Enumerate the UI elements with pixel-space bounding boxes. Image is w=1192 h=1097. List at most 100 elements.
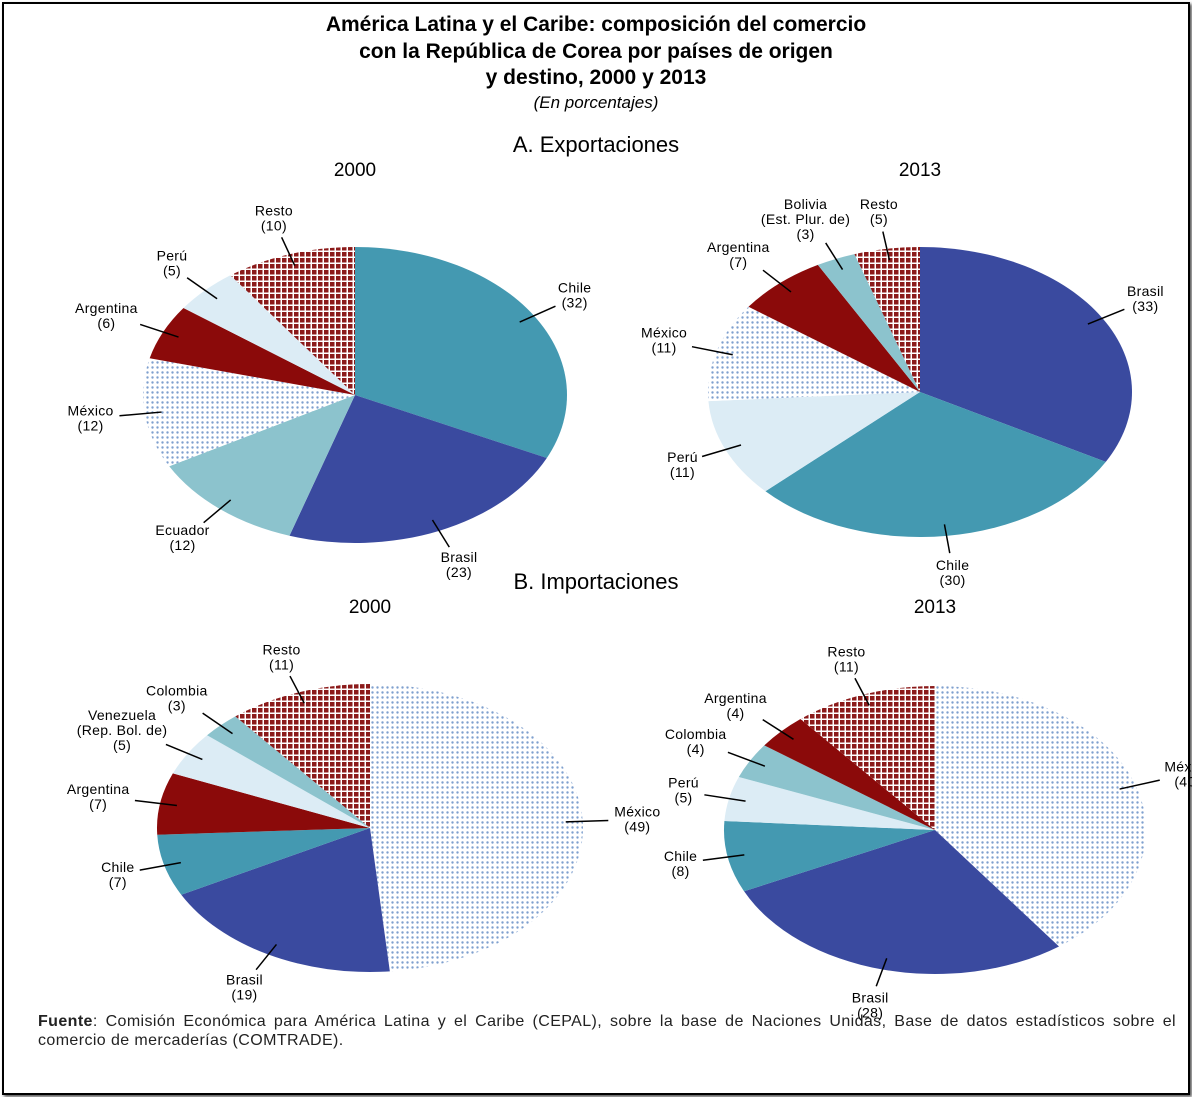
pie-slice xyxy=(289,395,547,543)
leader-line xyxy=(203,499,232,524)
slice-category: Argentina xyxy=(706,239,770,256)
slice-category: Brasil xyxy=(851,989,889,1006)
slice-category: Chile xyxy=(101,859,135,876)
slice-label: Resto (11) xyxy=(827,644,865,674)
pie-slice xyxy=(748,264,920,392)
slice-label: México (12) xyxy=(67,403,113,433)
slice-value-label: (3) xyxy=(796,225,815,242)
slice-value-label: (3) xyxy=(167,697,186,714)
title-line: América Latina y el Caribe: composición … xyxy=(325,13,867,36)
slice-value-label: (11) xyxy=(833,658,859,675)
title-line: con la República de Corea por países de … xyxy=(359,40,833,63)
slice-label: Argentina (4) xyxy=(704,689,767,721)
slice-label: Chile (7) xyxy=(101,860,134,890)
slice-category: México xyxy=(1164,757,1192,774)
slice-value-label: (40) xyxy=(1174,772,1192,789)
pie-slice xyxy=(169,395,355,536)
slice-category: Venezuela (Rep. Bol. de) xyxy=(76,707,168,739)
leader-line xyxy=(762,718,794,740)
pie-slice xyxy=(181,828,390,973)
slice-category: Argentina xyxy=(704,689,767,706)
leader-line xyxy=(255,943,278,971)
slice-value-label: (19) xyxy=(231,986,258,1003)
pie-slice xyxy=(370,684,584,972)
leader-line xyxy=(1087,308,1125,325)
slice-label: Chile (30) xyxy=(936,557,969,588)
leader-line xyxy=(701,444,742,458)
pie-slice xyxy=(817,254,920,392)
pie-slice xyxy=(183,275,355,395)
slice-label: Perú (5) xyxy=(668,775,699,805)
slice-label: Argentina (6) xyxy=(75,299,138,331)
slice-label: Resto (10) xyxy=(255,203,293,233)
source-text: : Comisión Económica para América Latina… xyxy=(38,1013,1176,1049)
leader-line xyxy=(280,237,296,266)
slice-value-label: (5) xyxy=(674,789,693,806)
leader-line xyxy=(139,861,181,871)
leader-line xyxy=(165,743,203,761)
slice-label: Resto (5) xyxy=(860,196,898,227)
pie-slice xyxy=(764,719,935,830)
slice-label: Argentina (7) xyxy=(707,240,770,270)
slice-category: Colombia xyxy=(664,726,727,743)
slice-value-label: (10) xyxy=(260,217,287,234)
slice-value-label: (7) xyxy=(89,796,108,813)
pie-slice xyxy=(708,392,920,492)
slice-category: Brasil xyxy=(1126,283,1164,300)
pie-title: 2013 xyxy=(913,597,957,618)
slice-value-label: (49) xyxy=(624,818,651,835)
slice-label: México(40) xyxy=(1164,757,1192,789)
slice-label: Brasil (23) xyxy=(441,550,478,580)
slice-value-label: (4) xyxy=(726,704,745,721)
leader-line xyxy=(702,854,745,861)
leader-line xyxy=(727,751,766,767)
pie-slice xyxy=(724,776,935,830)
leader-line xyxy=(691,345,733,356)
slice-label: Resto (11) xyxy=(263,642,301,672)
pie-slice xyxy=(738,745,935,830)
slice-value-label: (7) xyxy=(108,874,127,891)
source-label: Fuente xyxy=(38,1013,93,1030)
slice-label: Brasil (28) xyxy=(851,989,889,1021)
slice-label: Chile (8) xyxy=(664,848,697,879)
slice-label: Argentina (7) xyxy=(67,782,130,812)
slice-category: Argentina xyxy=(75,299,138,316)
slice-category: Argentina xyxy=(66,781,130,798)
leader-line xyxy=(704,794,746,802)
slice-value-label: (23) xyxy=(445,564,473,581)
leader-line xyxy=(134,799,177,807)
pie-slice xyxy=(157,828,370,895)
leader-line xyxy=(565,819,609,823)
slice-category: México xyxy=(67,402,114,419)
slice-value-label: (11) xyxy=(269,656,295,673)
slice-label: México (49) xyxy=(614,803,661,835)
slice-label: Colombia (4) xyxy=(664,726,727,758)
slice-value-label: (28) xyxy=(857,1004,884,1021)
slice-label: Chile (32) xyxy=(558,280,591,310)
slice-value-label: (12) xyxy=(77,417,104,434)
pie-slice xyxy=(230,247,355,395)
pie-title: 2000 xyxy=(333,160,377,181)
pie-slice xyxy=(765,392,1106,537)
slice-value-label: (11) xyxy=(669,463,695,480)
pie-slice xyxy=(854,247,920,392)
slice-value-label: (5) xyxy=(869,210,888,227)
leader-line xyxy=(186,277,218,300)
slice-category: México xyxy=(614,803,661,820)
pie-slice xyxy=(920,247,1132,462)
slice-category: Resto xyxy=(254,202,293,219)
leader-line xyxy=(431,519,450,548)
pie-slice xyxy=(143,358,355,467)
pie-slice xyxy=(935,686,1146,947)
slice-category: Perú xyxy=(668,774,699,791)
slice-value-label: (30) xyxy=(939,571,966,588)
slice-value-label: (11) xyxy=(651,340,677,357)
slice-value-label: (5) xyxy=(162,262,181,279)
leader-line xyxy=(139,323,179,338)
leader-line xyxy=(1119,779,1160,790)
section-title: A. Exportaciones xyxy=(512,132,680,157)
leader-line xyxy=(202,712,233,735)
pie-slice xyxy=(355,247,568,459)
slice-label: Perú (5) xyxy=(157,248,188,279)
